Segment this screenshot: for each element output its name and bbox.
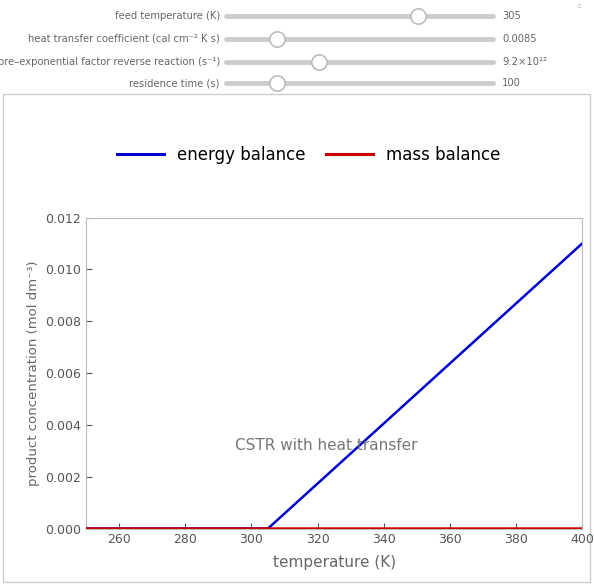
mass balance <box>579 525 586 532</box>
mass balance <box>108 525 115 532</box>
mass balance <box>83 525 90 532</box>
Text: feed temperature (K): feed temperature (K) <box>115 11 220 21</box>
energy balance <box>324 471 331 478</box>
mass balance <box>311 525 318 532</box>
energy balance <box>579 240 586 247</box>
energy balance <box>564 253 571 260</box>
Text: heat transfer coefficient (cal cm⁻² K s): heat transfer coefficient (cal cm⁻² K s) <box>28 34 220 44</box>
Text: 100: 100 <box>502 78 521 88</box>
Y-axis label: product concentration (mol dm⁻³): product concentration (mol dm⁻³) <box>27 260 40 486</box>
Text: 305: 305 <box>502 11 521 21</box>
energy balance <box>83 525 90 532</box>
mass balance <box>473 525 480 532</box>
energy balance <box>564 253 571 260</box>
energy balance <box>108 525 115 532</box>
Line: energy balance: energy balance <box>86 244 582 529</box>
energy balance <box>473 336 480 343</box>
Text: ◦: ◦ <box>576 1 583 14</box>
mass balance <box>564 525 571 532</box>
Text: CSTR with heat transfer: CSTR with heat transfer <box>235 439 418 453</box>
mass balance <box>564 525 571 532</box>
mass balance <box>324 525 331 532</box>
Text: 9.2×10¹²: 9.2×10¹² <box>502 57 547 67</box>
Text: pre–exponential factor reverse reaction (s⁻¹): pre–exponential factor reverse reaction … <box>0 57 220 67</box>
Text: 0.0085: 0.0085 <box>502 34 536 44</box>
X-axis label: temperature (K): temperature (K) <box>273 555 396 570</box>
Text: residence time (s): residence time (s) <box>129 78 220 88</box>
Legend: energy balance, mass balance: energy balance, mass balance <box>110 140 507 171</box>
energy balance <box>311 483 318 490</box>
